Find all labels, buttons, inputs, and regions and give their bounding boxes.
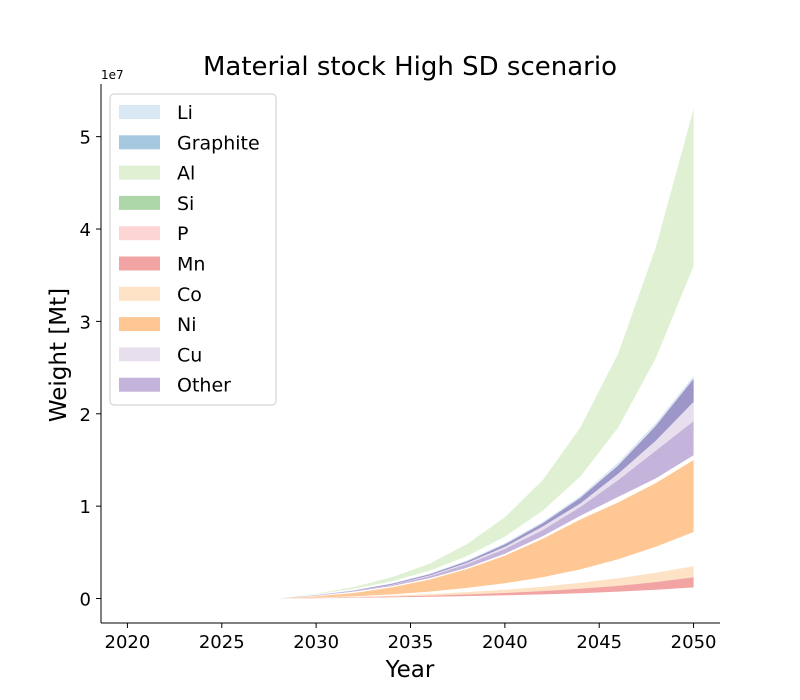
y-axis-label: Weight [Mt]: [46, 288, 72, 422]
legend-label-si: Si: [177, 193, 194, 215]
y-axis-offset-label: 1e7: [101, 68, 124, 82]
legend-label-al: Al: [177, 163, 195, 185]
y-tick-label: 5: [80, 128, 91, 149]
x-tick-label: 2045: [576, 632, 622, 653]
legend-swatch-cu: [119, 347, 160, 362]
band-mn: [278, 577, 694, 599]
legend-label-other: Other: [177, 375, 231, 397]
x-tick-label: 2040: [482, 632, 528, 653]
x-tick-label: 2035: [388, 632, 434, 653]
x-tick-label: 2050: [671, 632, 717, 653]
y-ticks: 0 1 2 3 4 5: [80, 128, 101, 611]
legend-swatch-other: [119, 377, 160, 392]
chart-title: Material stock High SD scenario: [203, 52, 617, 82]
legend-label-mn: Mn: [177, 254, 205, 276]
legend-swatch-graphite: [119, 135, 160, 150]
y-tick-label: 1: [80, 497, 91, 518]
legend-label-co: Co: [177, 284, 202, 306]
legend-swatch-ni: [119, 317, 160, 332]
legend-swatch-li: [119, 105, 160, 119]
x-tick-label: 2025: [199, 632, 245, 653]
legend-label-li: Li: [177, 102, 193, 124]
x-tick-label: 2020: [105, 632, 151, 653]
legend-swatch-mn: [119, 256, 160, 271]
band-co: [278, 566, 694, 599]
legend-swatch-al: [119, 165, 160, 180]
legend-label-p: P: [177, 223, 188, 245]
x-tick-label: 2030: [293, 632, 339, 653]
legend-label-ni: Ni: [177, 314, 197, 336]
area-bands: [278, 108, 694, 599]
y-tick-label: 2: [80, 405, 91, 426]
legend-swatch-co: [119, 286, 160, 301]
legend-swatch-p: [119, 226, 160, 241]
legend-swatch-si: [119, 195, 160, 210]
y-tick-label: 4: [80, 220, 91, 241]
x-ticks: 2020 2025 2030 2035 2040 2045 2050: [105, 623, 717, 653]
y-tick-label: 3: [80, 312, 91, 333]
legend: Li Graphite Al Si P Mn Co Ni Cu Other: [109, 93, 277, 406]
legend-label-cu: Cu: [177, 344, 202, 366]
band-ni: [278, 460, 694, 599]
legend-label-graphite: Graphite: [177, 132, 260, 154]
band-graphite: [278, 378, 694, 599]
x-axis-label: Year: [385, 657, 435, 683]
y-tick-label: 0: [80, 590, 91, 611]
